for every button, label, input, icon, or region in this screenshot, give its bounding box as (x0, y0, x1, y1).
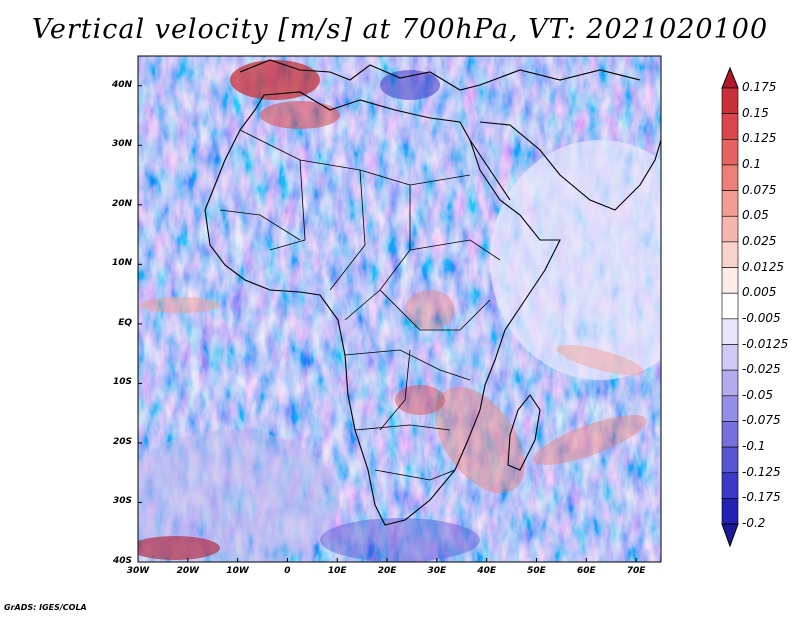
colorbar-label: 0.0125 (742, 259, 784, 274)
colorbar-segment (721, 472, 739, 499)
colorbar-label: -0.025 (742, 362, 781, 377)
longitude-tick-label: 20W (176, 566, 200, 576)
colorbar-label: 0.1 (742, 156, 762, 171)
updraft-zone (533, 415, 647, 465)
updraft-zone (138, 536, 220, 560)
colorbar-label: 0.025 (742, 233, 777, 248)
colorbar-segment (721, 139, 739, 166)
arabia-coastline (479, 121, 661, 211)
updraft-zone (405, 290, 455, 330)
colorbar-label: 0.005 (742, 285, 777, 300)
coastlines (204, 59, 661, 526)
colorbar-segment (721, 292, 739, 320)
colorbar-label: 0.15 (742, 105, 769, 120)
ocean-patch (490, 140, 661, 380)
borders (219, 129, 501, 481)
latitude-tick-label: 40S (112, 556, 132, 566)
colorbar-label: -0.05 (742, 387, 774, 402)
colorbar-segment (721, 498, 739, 525)
longitude-tick-label: 60E (576, 566, 596, 576)
colorbar-segment (721, 318, 739, 345)
colorbar-segment (721, 446, 739, 474)
latitude-tick-label: 10S (112, 377, 132, 388)
credit-text: GrADS: IGES/COLA (4, 603, 87, 612)
colorbar-label: 0.05 (742, 208, 769, 223)
colorbar-label: 0.125 (742, 131, 777, 146)
latitude-tick-label: 20N (111, 198, 132, 209)
ocean-patch (138, 430, 340, 562)
colorbar-max-arrow (721, 66, 739, 89)
colorbar-label: -0.2 (742, 516, 766, 531)
colorbar-label: -0.005 (742, 310, 781, 325)
longitude-tick-label: 40E (477, 566, 496, 576)
chart-title: Vertical velocity [m/s] at 700hPa, VT: 2… (31, 14, 769, 45)
longitude-tick-label: 10E (327, 566, 347, 576)
colorbar-segment (721, 87, 739, 114)
africa-coastline (204, 91, 561, 526)
axis-ticks (137, 85, 637, 563)
longitude-tick-label: 30W (126, 566, 150, 576)
europe-coastline (239, 59, 641, 91)
colorbar-segment (721, 113, 739, 140)
colorbar-segment (721, 344, 739, 371)
updraft-zone (556, 344, 644, 376)
longitude-tick-label: 10W (226, 566, 249, 576)
colorbar-label: -0.075 (742, 413, 781, 428)
colorbar-label: -0.1 (742, 439, 766, 454)
colorbar-segment (721, 421, 739, 448)
downdraft-zone (320, 518, 480, 562)
colorbar-segment (721, 190, 739, 217)
downdraft-zone (380, 70, 440, 100)
latitude-tick-label: EQ (118, 317, 132, 328)
updraft-zone (395, 385, 445, 415)
latitude-tick-label: 30N (111, 139, 132, 150)
field-plot (138, 56, 661, 562)
colorbar-segment (721, 267, 739, 294)
colorbar-label: -0.0125 (742, 336, 789, 351)
colorbar-min-arrow (721, 523, 739, 548)
colorbar (721, 66, 739, 548)
longitude-tick-label: 20E (377, 566, 397, 576)
colorbar-segment (721, 164, 739, 191)
longitude-tick-label: 30E (427, 566, 447, 576)
red-sea (469, 139, 511, 201)
colorbar-label: -0.125 (742, 464, 781, 479)
colorbar-segment (721, 395, 739, 422)
longitude-tick-label: 0 (284, 566, 291, 576)
updraft-zone (140, 297, 220, 313)
colorbar-label: -0.175 (742, 490, 781, 505)
latitude-tick-label: 40N (111, 79, 132, 90)
colorbar-segment (721, 241, 739, 268)
updraft-zone (260, 101, 340, 129)
latitude-tick-label: 20S (112, 436, 132, 447)
updraft-zone (230, 60, 320, 100)
latitude-tick-label: 30S (112, 496, 132, 507)
colorbar-segment (721, 215, 739, 243)
madagascar-coastline (507, 394, 541, 471)
longitude-tick-label: 70E (626, 566, 646, 576)
colorbar-label: 0.075 (742, 182, 777, 197)
colorbar-segment (721, 369, 739, 397)
map-frame (137, 55, 662, 563)
updraft-zone (435, 386, 525, 494)
colorbar-label: 0.175 (742, 80, 777, 94)
longitude-tick-label: 50E (527, 566, 546, 576)
latitude-tick-label: 10N (111, 258, 132, 269)
